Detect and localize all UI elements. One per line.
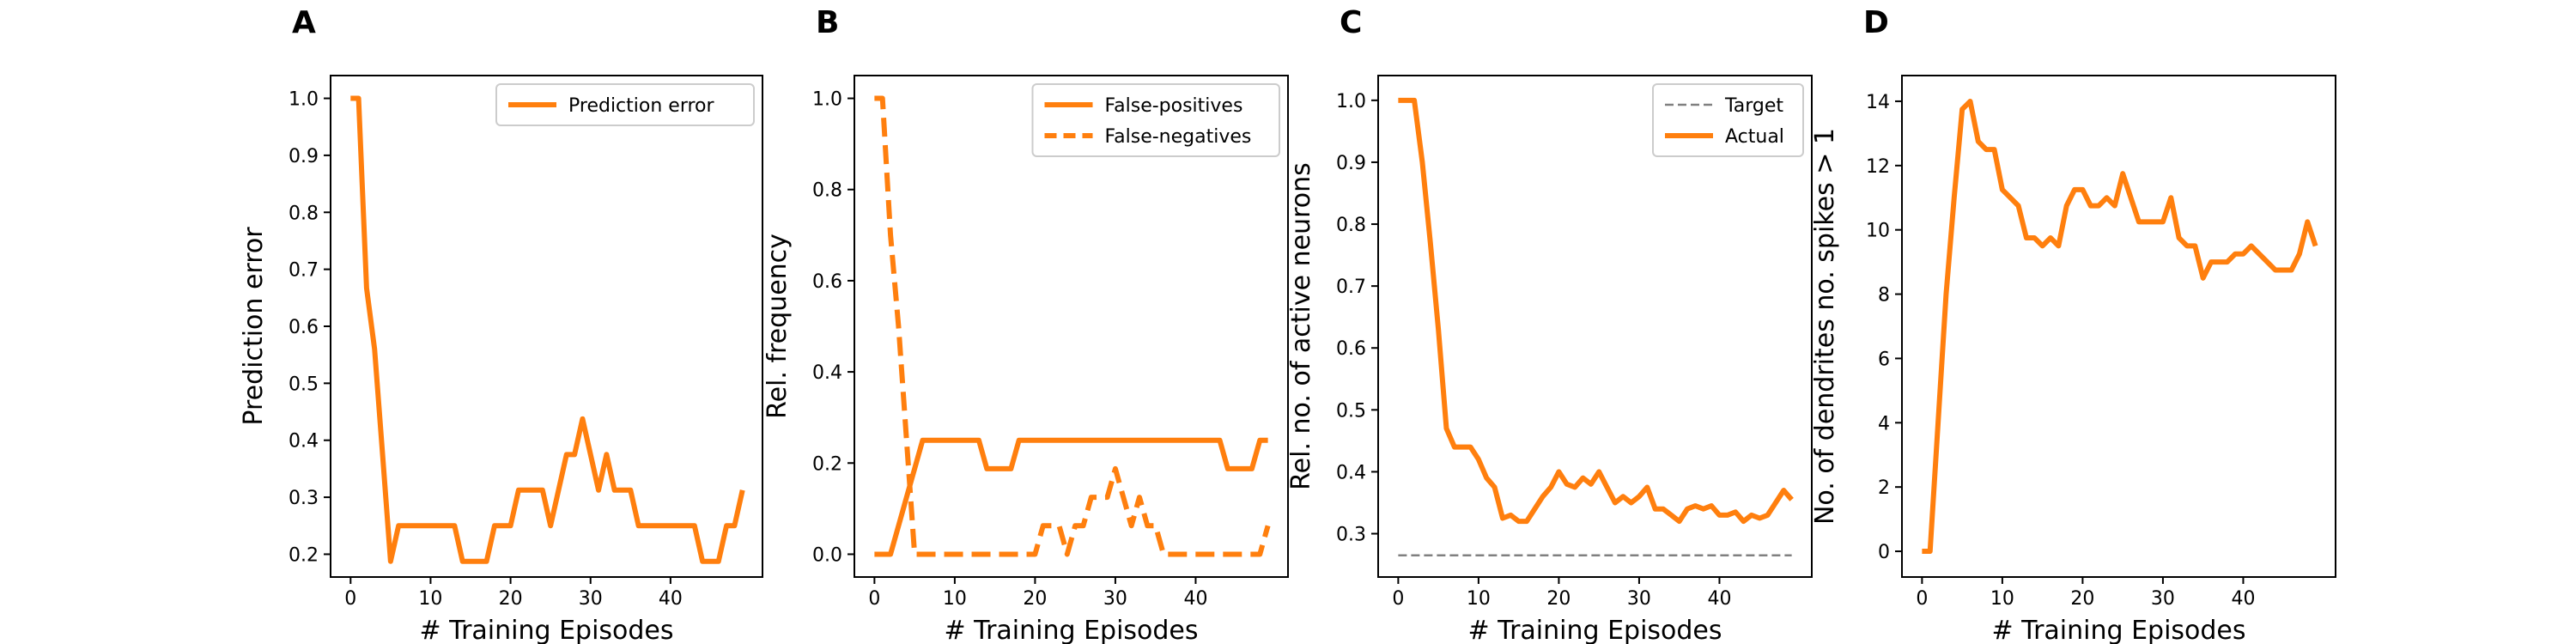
y-tick-label: 0.8 bbox=[1336, 215, 1366, 236]
y-axis-label: Rel. no. of active neurons bbox=[1286, 162, 1316, 490]
plot-frame bbox=[854, 75, 1289, 578]
x-tick-label: 30 bbox=[1627, 588, 1651, 610]
y-tick-label: 1.0 bbox=[1336, 91, 1366, 112]
y-tick-label: 0.8 bbox=[812, 180, 842, 202]
y-tick-label: 4 bbox=[1878, 413, 1890, 434]
x-tick-label: 0 bbox=[344, 588, 356, 610]
x-tick-label: 0 bbox=[1916, 588, 1928, 610]
panel-a: A 0 10 20 30 40 0.2 0.3 0.4 0.5 0.6 0.7 0.8 0.9 1.0 # T… bbox=[239, 5, 763, 644]
x-tick-label: 30 bbox=[579, 588, 603, 610]
y-tick-label: 0.7 bbox=[1336, 276, 1366, 298]
x-tick-label: 40 bbox=[1183, 588, 1207, 610]
x-tick-label: 10 bbox=[1990, 588, 2014, 610]
y-tick-label: 0.5 bbox=[289, 374, 319, 395]
y-tick-label: 0.9 bbox=[289, 146, 319, 167]
y-tick-label: 0.6 bbox=[812, 271, 842, 293]
y-axis-label: Rel. frequency bbox=[762, 234, 793, 419]
series-line-false-positives bbox=[874, 437, 1268, 557]
y-tick-label: 14 bbox=[1866, 92, 1890, 113]
panel-letter: D bbox=[1863, 5, 1889, 40]
y-tick-label: 0 bbox=[1878, 542, 1890, 563]
y-tick-label: 0.5 bbox=[1336, 400, 1366, 422]
y-tick-label: 0.4 bbox=[812, 362, 842, 384]
x-tick-label: 0 bbox=[868, 588, 880, 610]
y-tick-label: 0.3 bbox=[289, 488, 319, 509]
plot-frame bbox=[1377, 75, 1813, 578]
legend-box bbox=[1031, 83, 1280, 157]
x-axis-label: # Training Episodes bbox=[944, 616, 1198, 644]
panel-d: D 0 10 20 30 40 0 2 4 6 8 10 12 14 # Training Episodes… bbox=[1810, 5, 2336, 644]
y-tick-label: 0.4 bbox=[1336, 462, 1366, 483]
x-tick-label: 40 bbox=[659, 588, 683, 610]
series-line-series-0 bbox=[1922, 98, 2318, 555]
legend: Prediction error bbox=[495, 83, 755, 126]
legend-label: False-positives bbox=[1105, 95, 1243, 117]
legend-label: False-negatives bbox=[1105, 126, 1252, 148]
x-tick-label: 20 bbox=[2070, 588, 2094, 610]
y-tick-label: 6 bbox=[1878, 349, 1890, 370]
y-tick-label: 0.0 bbox=[812, 544, 842, 566]
y-tick-label: 0.9 bbox=[1336, 153, 1366, 174]
series-line-false-negatives bbox=[874, 95, 1271, 557]
x-axis-label: # Training Episodes bbox=[419, 616, 673, 644]
panel-b: B 0 10 20 30 40 0.0 0.2 0.4 0.6 0.8 1.0 # Training E… bbox=[762, 5, 1289, 644]
y-tick-label: 0.2 bbox=[812, 453, 842, 475]
y-tick-label: 12 bbox=[1866, 156, 1890, 178]
x-tick-label: 30 bbox=[2151, 588, 2175, 610]
x-tick-label: 10 bbox=[1467, 588, 1491, 610]
x-tick-label: 10 bbox=[418, 588, 442, 610]
y-tick-label: 10 bbox=[1866, 221, 1890, 242]
x-axis-label: # Training Episodes bbox=[1991, 616, 2245, 644]
legend-label: Actual bbox=[1725, 126, 1784, 148]
panel-letter: A bbox=[292, 5, 316, 40]
y-axis-label: No. of dendrites no. spikes > 1 bbox=[1810, 128, 1840, 525]
y-tick-label: 0.4 bbox=[289, 431, 319, 453]
x-tick-label: 30 bbox=[1103, 588, 1127, 610]
y-tick-label: 0.7 bbox=[289, 260, 319, 282]
x-axis-label: # Training Episodes bbox=[1467, 616, 1722, 644]
legend-box bbox=[495, 83, 755, 126]
x-tick-label: 40 bbox=[2231, 588, 2255, 610]
y-tick-label: 2 bbox=[1878, 477, 1890, 499]
y-tick-label: 0.3 bbox=[1336, 525, 1366, 546]
y-tick-label: 0.6 bbox=[289, 317, 319, 338]
legend: False-positives False-negatives bbox=[1031, 83, 1280, 157]
series-line-prediction-error bbox=[350, 95, 745, 564]
x-tick-label: 10 bbox=[943, 588, 967, 610]
legend-label: Prediction error bbox=[568, 95, 714, 117]
x-tick-label: 20 bbox=[499, 588, 523, 610]
y-tick-label: 0.2 bbox=[289, 544, 319, 566]
legend: Target Actual bbox=[1652, 83, 1804, 157]
y-tick-label: 8 bbox=[1878, 285, 1890, 307]
x-tick-label: 0 bbox=[1392, 588, 1404, 610]
y-tick-label: 0.8 bbox=[289, 203, 319, 224]
y-tick-label: 1.0 bbox=[812, 89, 842, 111]
y-axis-label: Prediction error bbox=[239, 227, 269, 426]
y-tick-label: 1.0 bbox=[289, 89, 319, 111]
plot-frame bbox=[1901, 75, 2336, 578]
panel-c: C 0 10 20 30 40 0.3 0.4 0.5 0.6 0.7 0.8 0.9 1.0 # Trai… bbox=[1286, 5, 1813, 644]
legend-label: Target bbox=[1724, 95, 1783, 117]
series-line-actual bbox=[1398, 97, 1794, 525]
x-tick-label: 40 bbox=[1707, 588, 1731, 610]
y-tick-label: 0.6 bbox=[1336, 338, 1366, 360]
x-tick-label: 20 bbox=[1546, 588, 1571, 610]
panel-letter: C bbox=[1340, 5, 1362, 40]
panel-letter: B bbox=[816, 5, 839, 40]
x-tick-label: 20 bbox=[1023, 588, 1047, 610]
